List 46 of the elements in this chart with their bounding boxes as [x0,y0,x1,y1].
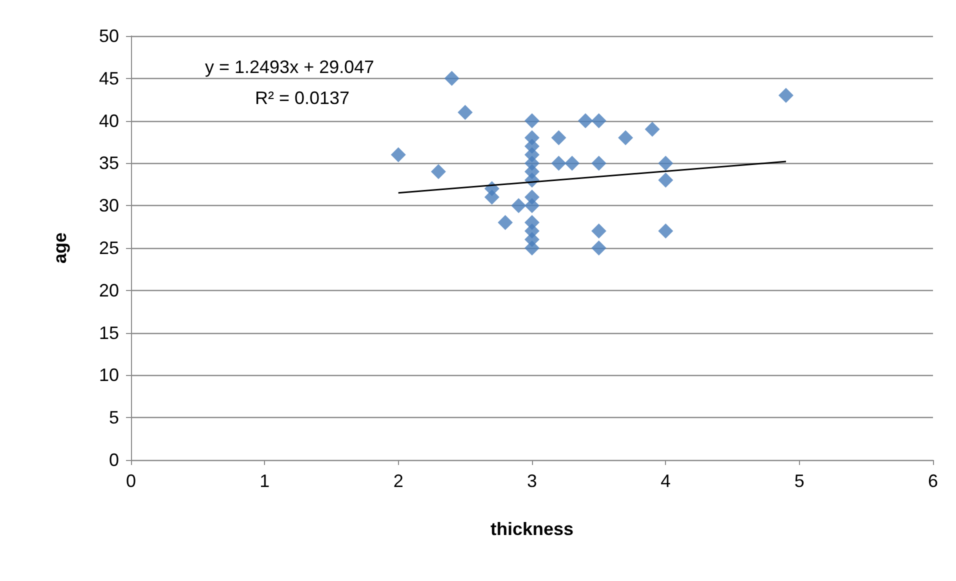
point [511,198,526,214]
y-tick-label: 45 [98,68,119,88]
point [658,172,674,188]
point [551,156,566,171]
point [658,156,674,171]
y-tick-label: 35 [98,153,119,174]
point [591,240,606,256]
y-tick-label: 50 [98,26,119,46]
x-tick-label: 1 [260,471,270,491]
y-tick-label: 5 [108,408,119,428]
point [498,215,513,230]
point [458,104,473,120]
point [591,113,606,128]
annotation: y = 1.2493x + 29.047 [205,57,374,77]
point [564,156,580,171]
y-tick-label: 20 [98,280,119,300]
x-tick-label: 2 [393,471,404,491]
point [524,198,540,214]
point [524,113,540,128]
y-tick-label: 30 [98,196,119,216]
y-tick-label: 0 [108,450,119,470]
point [658,224,674,239]
y-axis-title: age [50,232,70,264]
point [591,156,606,171]
y-tick-label: 15 [98,322,119,343]
x-tick-label: 3 [526,471,538,491]
point [390,147,406,162]
y-tick-label: 10 [98,365,119,386]
x-tick-label: 6 [928,471,938,491]
point [644,122,660,137]
point [618,130,634,146]
annotation: R² = 0.0137 [255,88,350,108]
point [484,190,500,205]
x-axis-title: thickness [490,519,574,539]
x-tick-label: 5 [794,471,804,491]
y-tick-label: 40 [98,110,119,131]
point [591,224,606,239]
x-tick-label: 4 [660,471,671,491]
point [778,88,794,103]
x-tick-label: 0 [126,471,136,491]
point [430,164,446,180]
y-tick-label: 25 [98,238,119,258]
point [578,113,593,128]
point [551,130,566,146]
point [444,70,460,86]
point [524,240,540,256]
